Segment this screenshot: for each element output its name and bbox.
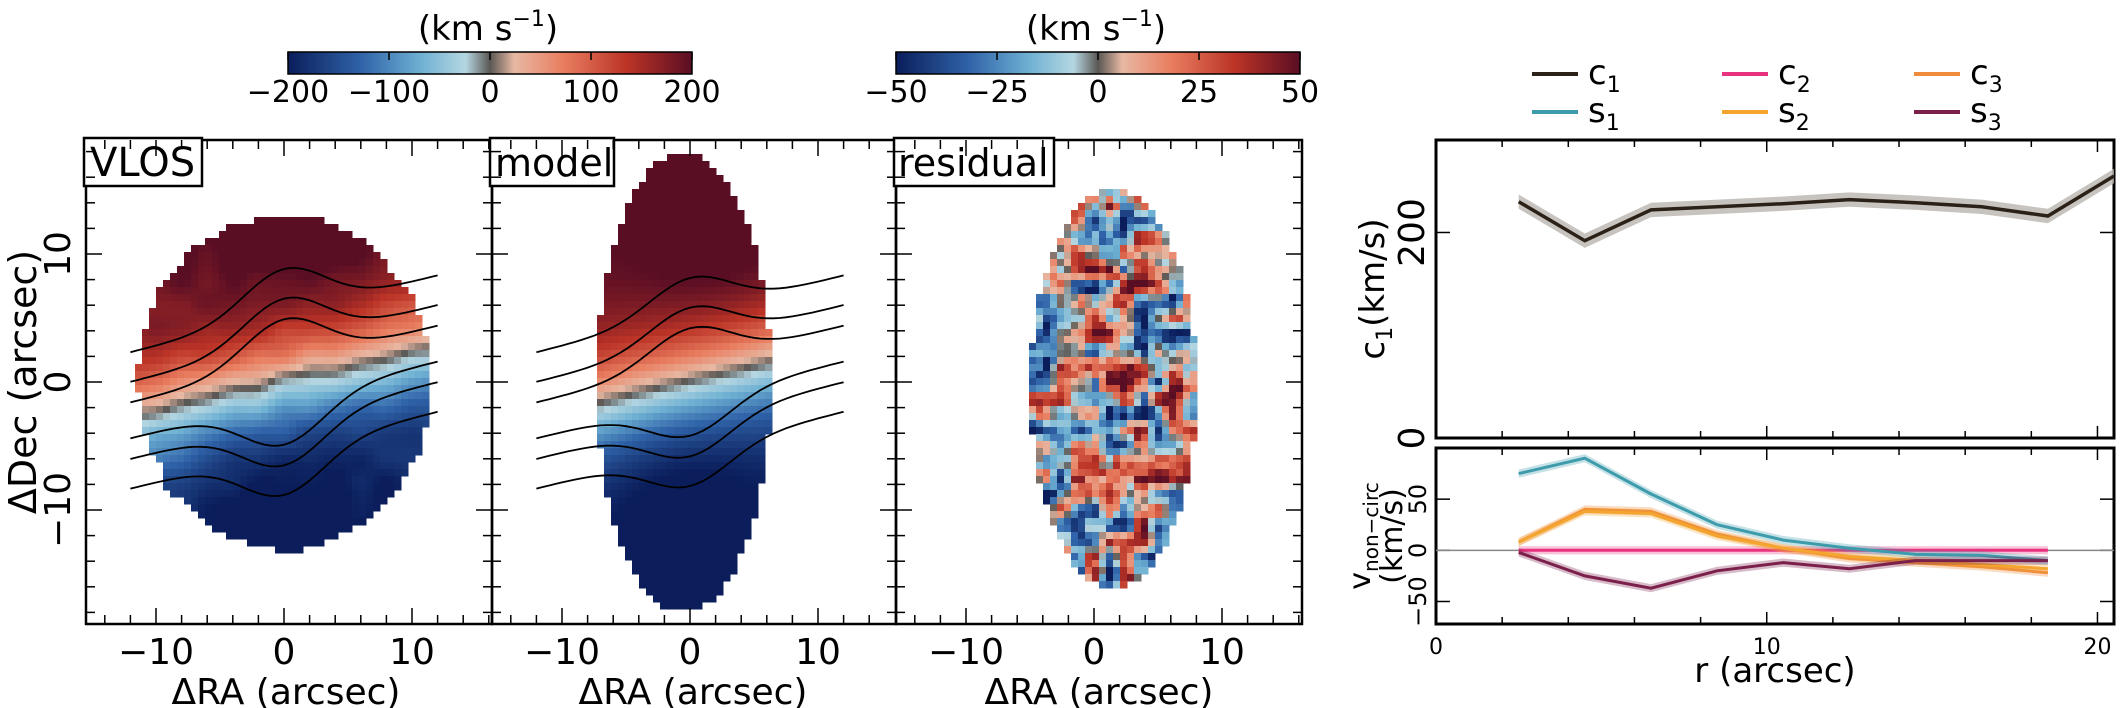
colorbar-tick-label: −25: [965, 75, 1028, 110]
series-line-c1: [1517, 174, 2115, 243]
colorbar-tick-label: −100: [348, 75, 430, 110]
map-ylabel: ΔDec (arcsec): [1, 250, 45, 514]
map-xlabel-model: ΔRA (arcsec): [579, 672, 808, 708]
map-xtick-label: 0: [1083, 632, 1106, 673]
map-panel-model: model: [488, 136, 898, 626]
map-xtick-label: −10: [928, 632, 1004, 673]
noncirc-profile-panel: 50 0 −50 0 10 20 vnon−circ (km/s) r (arcsec): [1343, 446, 2116, 691]
legend-entry: s2: [1778, 91, 1810, 136]
map-xtick-label: 0: [273, 632, 296, 673]
map-xtick-label: 0: [679, 632, 702, 673]
map-panel-observed: VLOS: [82, 136, 494, 626]
colorbar-residual-unit: (km s−1): [1026, 7, 1166, 49]
colorbar-tick-label: 0: [1088, 75, 1107, 110]
map-xtick-label: 10: [389, 632, 435, 673]
map-ytick-label: 0: [38, 371, 79, 394]
colorbar-tick-label: −200: [247, 75, 329, 110]
colorbar-tick-label: 25: [1180, 75, 1218, 110]
legend-entry: c1: [1588, 53, 1621, 98]
noncirc-xtick-label: 10: [1753, 635, 1781, 660]
noncirc-ytick-label: 50: [1404, 484, 1432, 515]
legend-entry: c3: [1970, 53, 2003, 98]
series-line-s1: [1518, 456, 2049, 563]
map-ytick-label: 10: [38, 231, 79, 277]
c1-ylabel: c1(km/s): [1353, 218, 1398, 359]
map-xtick-label: 10: [1199, 632, 1245, 673]
noncirc-xtick-label: 0: [1429, 635, 1443, 660]
map-label-box: [892, 136, 1056, 188]
series-line-s3: [1518, 550, 2048, 590]
colorbar-velocity: (km s−1) −200 −100 0 100 200: [247, 7, 721, 110]
legend-entry: s1: [1588, 91, 1620, 136]
map-ytick-label: −10: [38, 472, 79, 548]
c1-profile-panel: 0 200 c1(km/s): [1353, 138, 2116, 450]
legend-entry: s3: [1970, 91, 2002, 136]
series-line-s2: [1518, 509, 2048, 571]
map-xtick-label: 10: [795, 632, 841, 673]
series-band-s1: [1518, 454, 2048, 565]
series-band-c3: [1518, 505, 2048, 577]
map-label-model: model: [495, 141, 613, 185]
map-xtick-label: −10: [524, 632, 600, 673]
map-xlabel-observed: ΔRA (arcsec): [172, 672, 401, 708]
noncirc-ytick-label: −50: [1404, 576, 1432, 627]
map-label-residual: residual: [898, 141, 1049, 185]
noncirc-ylabel: vnon−circ: [1343, 482, 1383, 589]
noncirc-ylabel-unit: (km/s): [1375, 488, 1410, 584]
map-xtick-label: −10: [118, 632, 194, 673]
colorbar-tick-label: 50: [1281, 75, 1319, 110]
c1-ytick-label: 0: [1392, 427, 1433, 450]
series-band-c1: [1518, 168, 2114, 248]
legend-entry: c2: [1778, 53, 1811, 98]
colorbar-tick-label: 100: [562, 75, 619, 110]
colorbar-residual: (km s−1) −50 −25 0 25 50: [864, 7, 1319, 110]
c1-ytick-label: 200: [1392, 198, 1433, 267]
map-label-vlos: VLOS: [90, 140, 195, 186]
colorbar-tick-label: −50: [864, 75, 927, 110]
colorbar-tick-label: 0: [480, 75, 499, 110]
colorbar-tick-label: 200: [663, 75, 720, 110]
colorbar-velocity-unit: (km s−1): [418, 7, 558, 49]
noncirc-ytick-label: 0: [1404, 543, 1432, 558]
map-panel-residual: residual: [892, 136, 1304, 626]
legend: c1 c2 c3 s1 s2 s3: [1532, 53, 2003, 136]
noncirc-xlabel: r (arcsec): [1694, 651, 1855, 691]
noncirc-xtick-label: 20: [2083, 635, 2111, 660]
map-xlabel-residual: ΔRA (arcsec): [985, 672, 1214, 708]
